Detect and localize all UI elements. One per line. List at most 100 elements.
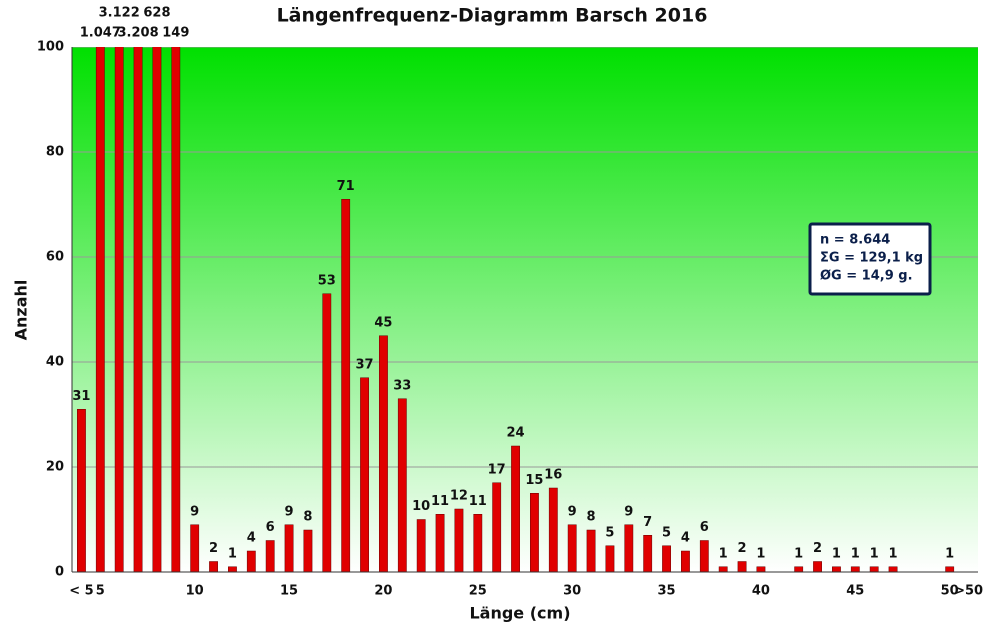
bar	[850, 566, 860, 572]
value-label: 3.122	[99, 6, 140, 21]
bar	[397, 398, 407, 572]
bar	[171, 47, 181, 572]
bar	[190, 524, 200, 572]
x-tick-label: >50	[954, 584, 983, 599]
value-label: 4	[247, 531, 256, 546]
value-label: 1	[832, 546, 841, 561]
value-label: 9	[285, 504, 294, 519]
value-label: 1	[794, 546, 803, 561]
bar	[888, 566, 898, 572]
value-label: 1	[945, 546, 954, 561]
bar	[737, 561, 747, 572]
x-axis-title: Länge (cm)	[469, 604, 570, 623]
bar	[341, 199, 351, 572]
y-tick-label: 100	[37, 40, 64, 55]
value-label: 1	[870, 546, 879, 561]
value-label: 1	[719, 546, 728, 561]
bar	[869, 566, 879, 572]
bar	[567, 524, 577, 572]
bar	[473, 514, 483, 572]
x-tick-label: 30	[563, 584, 581, 599]
x-tick-label: 20	[374, 584, 392, 599]
value-label: 71	[337, 179, 355, 194]
info-box	[808, 222, 932, 296]
x-tick-label: 45	[846, 584, 864, 599]
bar	[586, 529, 596, 572]
bar	[605, 545, 615, 572]
bar	[643, 535, 653, 572]
value-label: 9	[190, 504, 199, 519]
bar	[322, 293, 332, 572]
bar	[662, 545, 671, 572]
y-tick-label: 40	[46, 355, 64, 370]
bar	[718, 566, 728, 572]
x-tick-label: 40	[752, 584, 770, 599]
value-label: 2	[738, 541, 747, 556]
value-label: 5	[662, 525, 671, 540]
y-tick-label: 80	[46, 145, 64, 160]
bar	[114, 47, 124, 572]
info-text: n = 8.644	[820, 233, 890, 248]
x-tick-label: 5	[96, 584, 105, 599]
value-label: 37	[356, 357, 374, 372]
bar	[435, 514, 445, 572]
value-label: 3.208	[118, 26, 159, 41]
bar	[794, 566, 804, 572]
bar	[699, 540, 709, 572]
y-tick-label: 0	[55, 565, 64, 580]
bar	[492, 482, 502, 572]
value-label: 1.047	[80, 26, 121, 41]
bars	[72, 47, 978, 572]
bar	[209, 561, 218, 572]
value-label: 8	[303, 510, 312, 525]
y-axis-title: Anzahl	[12, 280, 31, 341]
value-label: 8	[587, 510, 596, 525]
value-label: 1	[756, 546, 765, 561]
value-label: 12	[450, 489, 468, 504]
value-label: 33	[393, 378, 411, 393]
bar	[228, 566, 237, 572]
value-label: 149	[162, 26, 189, 41]
value-label: 6	[700, 520, 709, 535]
bar	[95, 47, 105, 572]
y-tick-label: 60	[46, 250, 64, 265]
bar	[360, 377, 369, 572]
value-label: 11	[469, 494, 487, 509]
bar	[454, 508, 464, 572]
bar	[756, 566, 766, 572]
value-label: 4	[681, 531, 690, 546]
x-tick-label: 15	[280, 584, 298, 599]
value-label: 31	[72, 389, 90, 404]
bar	[284, 524, 294, 572]
value-label: 5	[605, 525, 614, 540]
plot-area	[72, 47, 978, 572]
bar	[416, 519, 426, 572]
value-label: 11	[431, 494, 449, 509]
x-tick-label: 10	[186, 584, 204, 599]
bar	[945, 566, 955, 572]
x-tick-label: 35	[658, 584, 676, 599]
value-label: 45	[374, 315, 392, 330]
bar	[303, 529, 313, 572]
bar	[530, 493, 539, 572]
value-label: 53	[318, 273, 336, 288]
x-tick-label: 25	[469, 584, 487, 599]
value-label: 17	[488, 462, 506, 477]
bar	[832, 566, 841, 572]
bar	[133, 47, 143, 572]
info-text: ØG = 14,9 g.	[820, 269, 913, 284]
value-label: 2	[813, 541, 822, 556]
bar	[813, 561, 822, 572]
x-tick-label: < 5	[69, 584, 93, 599]
bar	[152, 47, 162, 572]
bar	[379, 335, 388, 572]
x-tick-label: 50	[941, 584, 959, 599]
value-label: 7	[643, 515, 652, 530]
value-label: 9	[624, 504, 633, 519]
value-label: 1	[228, 546, 237, 561]
value-label: 1	[851, 546, 860, 561]
y-tick-label: 20	[46, 460, 64, 475]
value-label: 16	[544, 468, 562, 483]
bar	[624, 524, 634, 572]
bar	[681, 550, 690, 572]
